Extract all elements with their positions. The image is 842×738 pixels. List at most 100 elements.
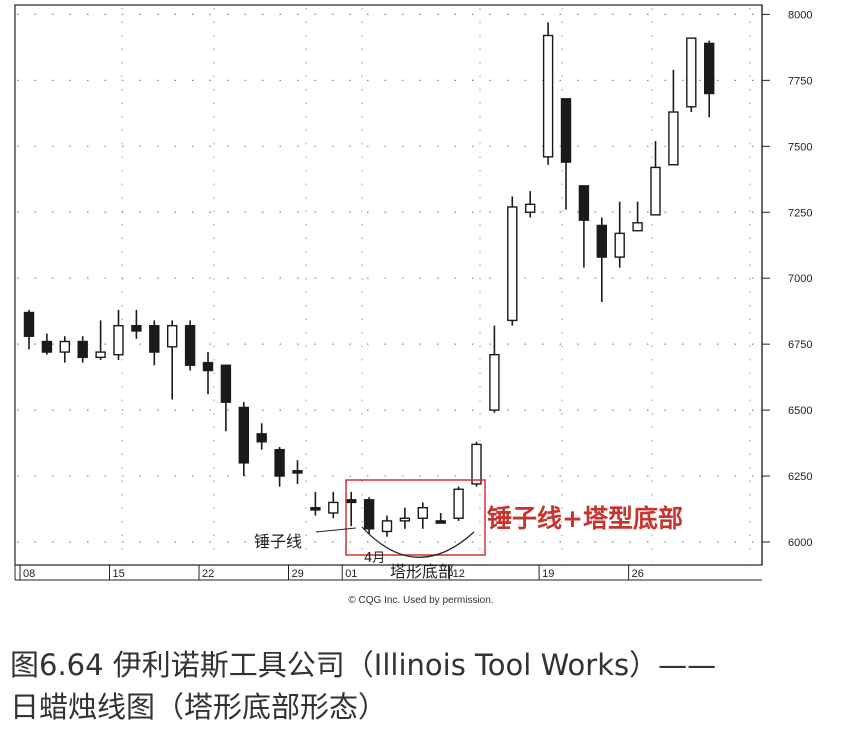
candle	[346, 491, 357, 527]
candle-body-up	[507, 206, 518, 322]
candle	[184, 320, 196, 371]
candle-body-down	[346, 499, 357, 504]
candle-body-up	[113, 324, 124, 356]
candle-body-up	[328, 501, 339, 514]
caption-line-1: 图6.64 伊利诺斯工具公司（Illinois Tool Works）——	[10, 648, 717, 682]
candle-body-down	[202, 361, 214, 372]
candle-body-up	[525, 203, 536, 213]
candle	[59, 336, 70, 363]
candle	[596, 217, 607, 302]
candle	[113, 309, 124, 360]
candle-body-down	[292, 470, 303, 474]
candle-body-up	[668, 111, 679, 166]
hammer-label: 锤子线	[254, 532, 302, 551]
y-tick-label: 6000	[788, 537, 812, 549]
candle	[614, 201, 625, 268]
caption-line-2: 日蜡烛线图（塔形底部形态）	[10, 690, 388, 724]
candle-body-down	[560, 98, 572, 163]
candle	[686, 37, 697, 113]
tower-label: 塔形底部	[390, 562, 454, 581]
y-axis-ticks: 6000 6250 6500 6750 7000 7250 7500 7750 8000	[762, 9, 812, 549]
candle-body-down	[596, 224, 607, 258]
candle-body-up	[59, 340, 70, 353]
candlestick-chart: 6000 6250 6500 6750 7000 7250 7500 7750 8000 08 1…	[14, 4, 812, 606]
candle-body-up	[453, 488, 464, 519]
candle-body-down	[256, 433, 267, 443]
candle	[363, 497, 375, 535]
candle-body-down	[220, 364, 232, 403]
tower-arc	[361, 526, 475, 558]
candle	[310, 491, 321, 516]
candle-body-down	[23, 311, 35, 337]
candle	[149, 320, 160, 366]
hammer-pointer	[315, 527, 357, 533]
candle-body-down	[274, 448, 285, 477]
candle-body-down	[238, 406, 250, 464]
grid-dots	[17, 8, 760, 562]
y-tick-label: 7250	[788, 207, 812, 219]
candle	[668, 69, 679, 166]
candle-body-down	[131, 324, 142, 332]
date-tick-label: 26	[632, 568, 644, 580]
candle-body-up	[471, 443, 482, 485]
candle-body-down	[578, 185, 590, 221]
candle	[632, 201, 643, 232]
candle-body-down	[704, 42, 715, 95]
date-tick-label: 22	[202, 568, 214, 580]
y-tick-label: 7750	[788, 75, 812, 87]
date-tick-label: 08	[23, 568, 35, 580]
figure-caption: 图6.64 伊利诺斯工具公司（Illinois Tool Works）—— 日蜡…	[10, 644, 832, 728]
plot-frame	[14, 4, 763, 566]
candle	[131, 309, 142, 339]
candle	[650, 141, 661, 216]
candle	[381, 515, 393, 537]
candle	[542, 22, 554, 165]
candle	[41, 333, 53, 355]
candle	[704, 40, 715, 118]
candle-body-up	[632, 222, 643, 232]
copyright-note: © CQG Inc. Used by permission.	[348, 595, 493, 606]
candle	[23, 309, 35, 350]
candle	[399, 507, 411, 529]
candle	[274, 447, 285, 487]
candle	[77, 336, 88, 363]
candle	[525, 191, 536, 218]
candle-body-down	[149, 324, 160, 353]
candle	[453, 486, 464, 521]
date-tick-label: 01	[345, 568, 357, 580]
pattern-label: 锤子线+塔型底部	[487, 504, 683, 533]
candle	[166, 320, 178, 400]
candle	[435, 512, 446, 524]
candle	[202, 352, 214, 395]
candle	[471, 441, 482, 487]
month-marker: 4月	[364, 551, 385, 566]
y-tick-label: 7000	[788, 273, 812, 285]
candle	[95, 320, 106, 360]
candle-body-up	[542, 34, 554, 158]
pattern-box	[345, 479, 486, 556]
y-tick-label: 6500	[788, 405, 812, 417]
date-tick-label: 19	[542, 568, 554, 580]
date-tick-label: 29	[292, 568, 304, 580]
candle-body-up	[614, 232, 625, 258]
candle	[489, 325, 500, 413]
candle	[328, 491, 339, 519]
candle	[560, 98, 572, 210]
candle-body-up	[381, 520, 393, 533]
candle-body-up	[650, 166, 661, 216]
candle-body-down	[363, 499, 375, 530]
candle	[220, 364, 232, 432]
candle-body-down	[77, 340, 88, 359]
candle	[238, 402, 250, 477]
candle-body-down	[41, 340, 53, 353]
date-tick-label: 12	[453, 568, 465, 580]
date-tick-label: 15	[113, 568, 125, 580]
candle	[292, 460, 303, 484]
y-tick-label: 6750	[788, 339, 812, 351]
candle-body-down	[435, 520, 446, 524]
y-tick-label: 8000	[788, 9, 812, 21]
candle-body-up	[399, 517, 411, 522]
candle-body-up	[489, 354, 500, 411]
candle-body-up	[166, 324, 178, 348]
candles	[23, 22, 715, 537]
